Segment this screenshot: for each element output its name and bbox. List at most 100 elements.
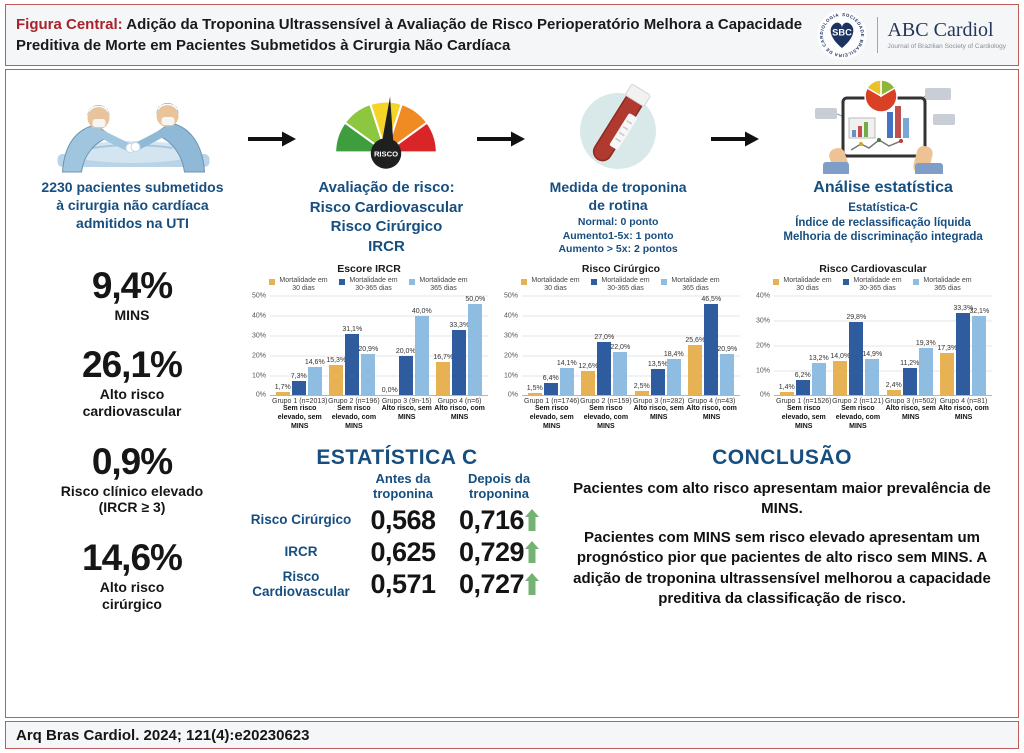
bar-value-label: 1,4%: [778, 384, 795, 392]
bar-value-label: 25,6%: [685, 336, 706, 344]
chart-title: Risco Cirúrgico: [581, 262, 661, 275]
bar: [361, 354, 376, 396]
group-name: Grupo 4 (n=43): [687, 398, 736, 406]
gridline: [522, 375, 740, 377]
bar-column: 11,2%: [900, 296, 920, 396]
c-statistic-before-value: 0,571: [370, 568, 436, 599]
gridline: [522, 315, 740, 317]
step-patients-line3: admitidos na UTI: [76, 215, 189, 232]
bar: [795, 380, 810, 396]
group-label: Grupo 2 (n=159) Sem risco elevado, com MI…: [579, 398, 632, 431]
gridline: [270, 355, 488, 357]
bar-value-label: 20,9%: [358, 346, 379, 354]
legend-label: Mortalidade em 30 dias: [531, 276, 580, 293]
statistics-sub2: Índice de reclassificação líquida: [795, 216, 971, 229]
results-section: 9,4% MINS 26,1% Alto risco cardiovascula…: [18, 263, 1006, 713]
bar-group: 1,4% 6,2% 13,2%: [778, 296, 829, 396]
group-name: Grupo 3 (n=282): [632, 398, 685, 406]
chart-risco-cardiovascular: Risco Cardiovascular Mortalidade em 30 di…: [750, 263, 996, 432]
bar-column: 33,3%: [953, 296, 973, 396]
bar-value-label: 11,2%: [900, 359, 920, 367]
stat-clinical-risk-label1: Risco clínico elevado: [60, 482, 204, 499]
c-statistic-after-value: 0,729: [458, 536, 525, 567]
troponin-score-normal: Normal: 0 ponto: [577, 216, 659, 229]
gridline: [774, 345, 992, 347]
bar-column: 29,8%: [846, 296, 866, 396]
bar-column: 25,6%: [685, 296, 706, 396]
bar-column: 14,1%: [557, 296, 577, 396]
bar: [468, 304, 483, 396]
bar: [291, 381, 306, 396]
bottom-panels: ESTATÍSTICA C Antes da troponina Depois …: [246, 446, 1006, 610]
bar-value-label: 14,9%: [862, 350, 883, 358]
c-statistic-row-label: IRCR: [284, 544, 318, 560]
group-label: Grupo 1 (n=1526) Sem risco elevado, sem M…: [776, 398, 831, 431]
stat-high-cv-risk-label2: cardiovascular: [82, 402, 182, 419]
bar: [720, 354, 735, 396]
step-statistics-title: Análise estatística: [813, 179, 953, 196]
c-statistic-panel: ESTATÍSTICA C Antes da troponina Depois …: [246, 446, 548, 610]
legend-label: Mortalidade em 365 dias: [671, 276, 720, 293]
charts-and-conclusion: Escore IRCR Mortalidade em 30 dias Mortali…: [246, 263, 1006, 713]
legend-label: Mortalidade em 30-365 dias: [853, 276, 902, 293]
bar-value-label: 46,5%: [701, 296, 722, 304]
bar: [414, 316, 429, 396]
sbc-logo-icon: SOCIEDADE BRASILEIRA DE CARDIOLOGIA SBC: [817, 10, 868, 60]
stat-high-surgical-risk-label2: cirúrgico: [102, 595, 162, 612]
sbc-heart-shape: [831, 22, 854, 48]
bar-value-label: 14,6%: [304, 358, 325, 366]
group-name: Grupo 2 (n=196): [328, 398, 380, 406]
group-label: Grupo 2 (n=121) Sem risco elevado, com MI…: [831, 398, 884, 431]
y-axis-label: 30%: [503, 332, 518, 340]
journal-logo: SOCIEDADE BRASILEIRA DE CARDIOLOGIA SBC …: [816, 9, 1006, 61]
group-label: Grupo 4 (n=43) Alto risco, com MINS: [685, 398, 738, 431]
bar-column: 22,0%: [610, 296, 630, 396]
group-name: Grupo 3 (9n-15): [381, 398, 432, 406]
bar-value-label: 13,2%: [808, 354, 829, 362]
bar-value-label: 17,3%: [937, 344, 958, 352]
bar: [559, 367, 574, 396]
bar-value-label: 32,1%: [969, 308, 990, 316]
step-patients-line2: à cirurgia não cardíaca: [56, 197, 209, 214]
gridline: [774, 320, 992, 322]
y-axis-label: 10%: [251, 372, 266, 380]
bar: [398, 355, 413, 396]
y-axis-label: 20%: [503, 352, 518, 360]
bar-value-label: 31,1%: [342, 325, 363, 333]
bar: [811, 362, 826, 396]
gridline: [774, 295, 992, 297]
bar-value-label: 6,2%: [794, 372, 811, 380]
legend-swatch: [660, 278, 667, 285]
bar-group: 14,0% 29,8% 14,9%: [830, 296, 883, 396]
bar: [704, 304, 719, 396]
journal-subtitle: Journal of Brazilian Society of Cardiolo…: [887, 43, 1006, 50]
y-axis-label: 40%: [503, 312, 518, 320]
bar-value-label: 27,0%: [594, 334, 615, 342]
group-label: Grupo 1 (n=1746) Sem risco elevado, sem M…: [524, 398, 579, 431]
step-risk-line4: IRCR: [368, 237, 405, 255]
figure-title-prefix: Figura Central:: [16, 15, 123, 33]
group-description: Alto risco, com MINS: [434, 405, 485, 422]
step-troponin-line1: Medida de troponina: [549, 179, 687, 195]
group-description: Alto risco, com MINS: [938, 405, 989, 422]
legend-swatch: [772, 278, 779, 285]
group-label: Grupo 4 (n=6) Alto risco, com MINS: [433, 398, 486, 431]
statistics-sub1: Estatística-C: [848, 201, 918, 214]
y-axis-label: 40%: [251, 312, 266, 320]
bars-row: 1,7% 7,3% 14,6% 15,3% 31,1% 20,9% 0,0% 20,0% 40,…: [270, 296, 488, 396]
y-axis-label: 30%: [251, 332, 266, 340]
statistics-sub3: Melhoria de discriminação integrada: [783, 231, 983, 244]
gridline: [270, 315, 488, 317]
legend-swatch: [408, 278, 415, 285]
bar-value-label: 0,0%: [381, 387, 398, 395]
bars-row: 1,4% 6,2% 13,2% 14,0% 29,8% 14,9% 2,4% 11,2% 19,…: [774, 296, 992, 396]
y-axis-label: 30%: [755, 317, 770, 325]
group-name: Grupo 2 (n=159): [580, 398, 632, 406]
legend-item: Mortalidade em 30 dias: [520, 276, 582, 294]
bar-column: 14,6%: [304, 296, 325, 396]
legend-label: Mortalidade em 30 dias: [783, 276, 832, 293]
c-statistic-before-value: 0,625: [370, 536, 436, 567]
bar-column: 19,3%: [916, 296, 936, 396]
bar: [902, 367, 917, 396]
gridline: [522, 355, 740, 357]
